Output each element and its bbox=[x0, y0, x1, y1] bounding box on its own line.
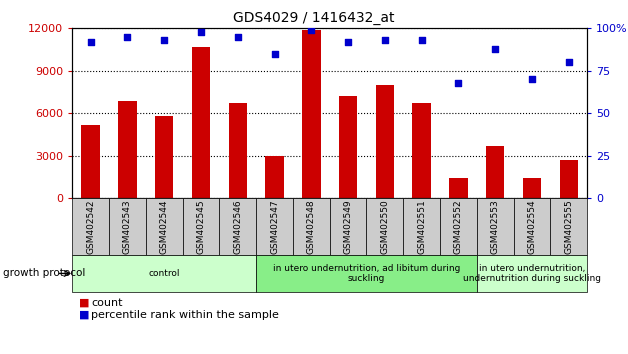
Text: GSM402546: GSM402546 bbox=[233, 199, 242, 254]
Text: GSM402554: GSM402554 bbox=[528, 199, 536, 254]
Text: GSM402555: GSM402555 bbox=[565, 199, 573, 254]
Bar bbox=[302, 30, 320, 198]
Text: GSM402543: GSM402543 bbox=[123, 199, 132, 254]
Bar bbox=[440, 198, 477, 255]
Bar bbox=[477, 198, 514, 255]
Bar bbox=[523, 178, 541, 198]
Bar bbox=[339, 96, 357, 198]
Bar bbox=[229, 103, 247, 198]
Text: GDS4029 / 1416432_at: GDS4029 / 1416432_at bbox=[233, 11, 395, 25]
Bar bbox=[109, 198, 146, 255]
Text: GSM402553: GSM402553 bbox=[490, 199, 500, 254]
Bar bbox=[514, 198, 550, 255]
Text: in utero undernutrition,
undernutrition during suckling: in utero undernutrition, undernutrition … bbox=[463, 264, 601, 283]
Text: GSM402545: GSM402545 bbox=[197, 199, 205, 254]
Bar bbox=[82, 125, 100, 198]
Bar bbox=[486, 146, 504, 198]
Bar bbox=[72, 198, 109, 255]
Bar bbox=[155, 116, 173, 198]
Text: ■: ■ bbox=[78, 310, 89, 320]
Bar bbox=[367, 198, 403, 255]
Text: GSM402550: GSM402550 bbox=[381, 199, 389, 254]
Text: ■: ■ bbox=[78, 298, 89, 308]
Point bbox=[269, 51, 279, 57]
Bar bbox=[293, 198, 330, 255]
Text: control: control bbox=[148, 269, 180, 278]
Bar bbox=[477, 255, 587, 292]
Bar bbox=[376, 85, 394, 198]
Text: GSM402552: GSM402552 bbox=[454, 199, 463, 254]
Bar bbox=[413, 103, 431, 198]
Bar bbox=[219, 198, 256, 255]
Bar bbox=[560, 160, 578, 198]
Bar bbox=[550, 198, 587, 255]
Point bbox=[527, 76, 537, 82]
Bar bbox=[449, 178, 468, 198]
Text: count: count bbox=[91, 298, 122, 308]
Bar bbox=[266, 156, 284, 198]
Point bbox=[416, 38, 426, 43]
Point bbox=[122, 34, 133, 40]
Point bbox=[196, 29, 206, 35]
Point bbox=[380, 38, 390, 43]
Text: in utero undernutrition, ad libitum during
suckling: in utero undernutrition, ad libitum duri… bbox=[273, 264, 460, 283]
Bar bbox=[146, 198, 183, 255]
Point bbox=[85, 39, 95, 45]
Text: GSM402548: GSM402548 bbox=[307, 199, 316, 254]
Bar bbox=[118, 101, 137, 198]
Bar bbox=[403, 198, 440, 255]
Text: GSM402549: GSM402549 bbox=[344, 199, 352, 254]
Point bbox=[564, 59, 574, 65]
Point bbox=[453, 80, 463, 86]
Bar bbox=[256, 255, 477, 292]
Bar bbox=[72, 255, 256, 292]
Point bbox=[343, 39, 353, 45]
Bar bbox=[183, 198, 219, 255]
Bar bbox=[192, 47, 210, 198]
Bar bbox=[330, 198, 367, 255]
Text: percentile rank within the sample: percentile rank within the sample bbox=[91, 310, 279, 320]
Point bbox=[159, 38, 169, 43]
Point bbox=[490, 46, 501, 52]
Point bbox=[233, 34, 243, 40]
Text: GSM402542: GSM402542 bbox=[86, 199, 95, 254]
Text: GSM402551: GSM402551 bbox=[417, 199, 426, 254]
Point bbox=[306, 27, 317, 33]
Text: GSM402544: GSM402544 bbox=[160, 199, 169, 254]
Bar bbox=[256, 198, 293, 255]
Text: growth protocol: growth protocol bbox=[3, 268, 85, 279]
Text: GSM402547: GSM402547 bbox=[270, 199, 279, 254]
